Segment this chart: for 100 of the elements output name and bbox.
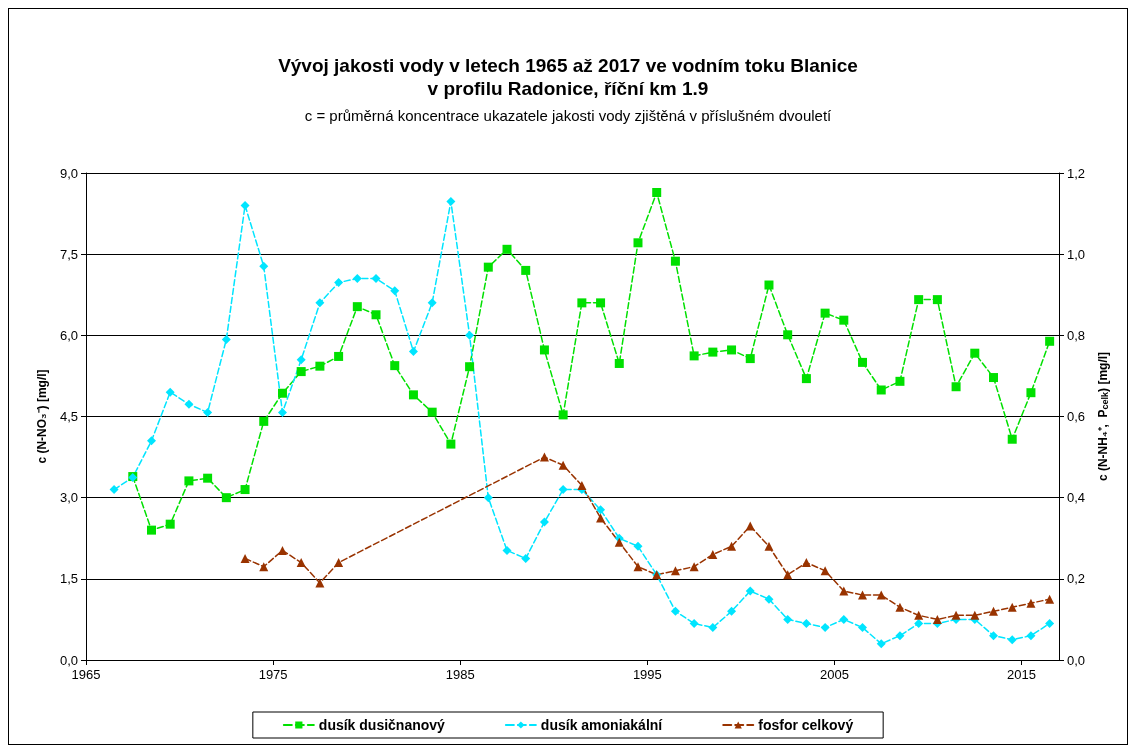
point [727,345,737,355]
point [577,480,587,490]
point [989,373,999,383]
point [689,562,699,572]
point [334,278,344,288]
point [221,493,231,503]
point [633,541,643,551]
point [670,606,680,616]
point [820,308,830,318]
y2-tick-label: 0,0 [1067,652,1086,668]
point [783,330,793,340]
point [165,519,175,529]
point [277,407,287,417]
point [408,390,418,400]
point [446,439,456,449]
point [970,348,980,358]
y-tick-label: 6,0 [59,327,78,343]
point [932,614,942,624]
point [521,265,531,275]
y-tick-label: 3,0 [59,490,78,506]
point [483,493,493,503]
point [465,362,475,372]
point [689,351,699,361]
point [502,545,512,555]
point [240,554,250,564]
point [783,614,793,624]
point [371,274,381,284]
x-tick-label: 2015 [1007,667,1037,682]
point [839,586,849,596]
point [633,562,643,572]
point [764,594,774,604]
point [951,382,961,392]
point [820,566,830,576]
point [970,610,980,620]
point [876,590,886,600]
y2-tick-label: 0,6 [1067,409,1086,424]
legend-label: dusík dusičnanový [318,717,446,733]
point [708,347,718,357]
point [820,623,830,633]
point [895,602,905,612]
point [502,244,512,254]
point [259,261,269,271]
point [745,586,755,596]
point [764,280,774,290]
point [876,639,886,649]
point [764,541,774,551]
point [296,367,306,377]
point [914,618,924,628]
point [951,610,961,620]
point [203,473,213,483]
y-tick-label: 0,0 [59,652,78,668]
point [839,315,849,325]
point [839,614,849,624]
chart-subtitle: c = průměrná koncentrace ukazatele jakosti vody zjištěná v příslušném dvouletí [304,107,833,124]
point [858,590,868,600]
y2-tick-label: 0,4 [1067,490,1086,506]
point [1045,618,1055,628]
point [296,355,306,365]
point [1026,388,1036,398]
point [596,505,606,515]
point [914,610,924,620]
point [914,295,924,305]
x-tick-label: 1965 [71,667,101,682]
point [801,374,811,384]
point [670,566,680,576]
point [689,618,699,628]
point [614,537,624,547]
point [895,631,905,641]
point [539,452,549,462]
point [577,298,587,308]
point [277,545,287,555]
point [708,623,718,633]
point [1007,434,1017,444]
point [315,361,325,371]
point [708,549,718,559]
x-tick-label: 1975 [258,667,288,682]
point [858,357,868,367]
x-tick-label: 2005 [820,667,849,682]
point [427,298,437,308]
point [146,436,156,446]
point [558,410,568,420]
point [483,262,493,272]
y-tick-label: 1,5 [59,571,78,587]
point [240,485,250,495]
point [1045,336,1055,346]
point [240,200,250,210]
point [745,521,755,531]
point [727,541,737,551]
y2-tick-label: 0,8 [1067,327,1086,343]
point [315,298,325,308]
point [1007,602,1017,612]
point [334,351,344,361]
point [352,302,362,312]
point [745,354,755,364]
point [390,286,400,296]
point [876,385,886,395]
chart-title: Vývoj jakosti vody v letech 1965 až 2017 ve vodním toku Blanice v profilu Radonice, říční km 1.9 [278,55,858,99]
y2-tick-label: 0,2 [1067,571,1086,587]
point [277,388,287,398]
point [1045,594,1055,604]
